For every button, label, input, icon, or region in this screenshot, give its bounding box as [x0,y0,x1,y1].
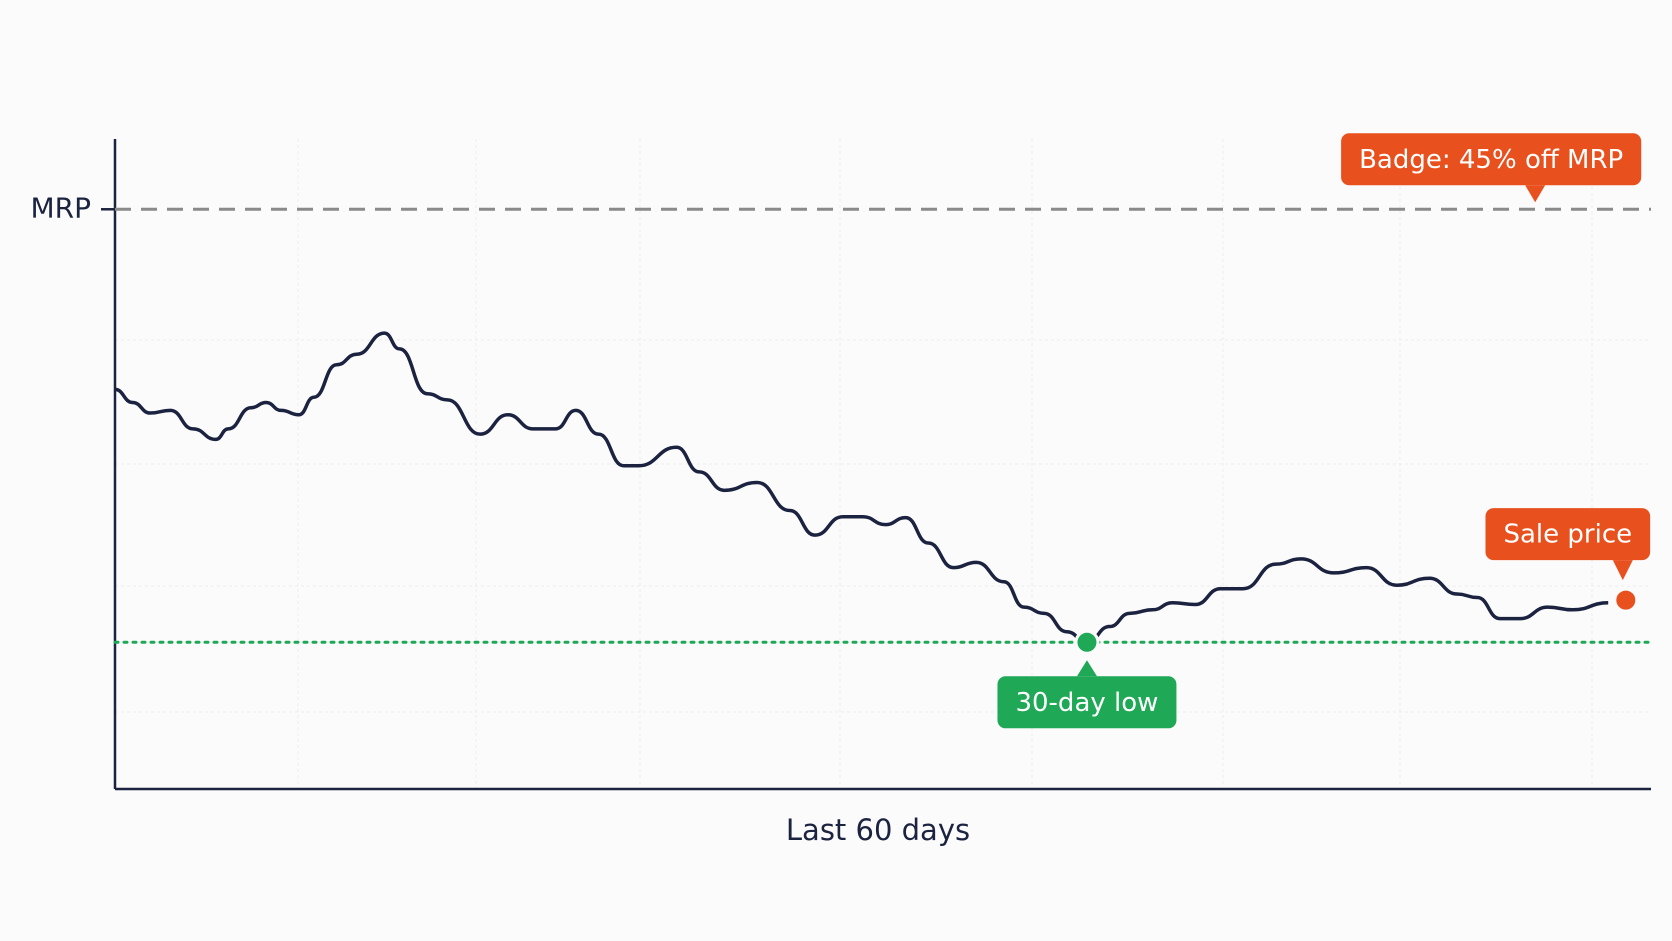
annotation: Sale price [1485,508,1651,581]
annotation-label: Badge: 45% off MRP [1359,145,1623,175]
annotation-box [1341,133,1642,186]
price-line [114,331,1609,645]
point-marker [1074,629,1100,655]
annotation: 30-day low [997,660,1177,729]
annotation-pointer [1612,560,1633,581]
annotation-label: Sale price [1503,520,1632,550]
annotation-box [997,676,1177,729]
annotation: Badge: 45% off MRP [1341,133,1642,203]
annotation-label: 30-day low [1015,688,1158,718]
annotation-pointer [1525,185,1546,203]
x-axis-label: Last 60 days [786,813,970,847]
y-tick-label: MRP [31,191,92,224]
annotation-pointer [1076,660,1097,677]
point-marker [1613,587,1639,613]
annotation-box [1485,508,1651,561]
